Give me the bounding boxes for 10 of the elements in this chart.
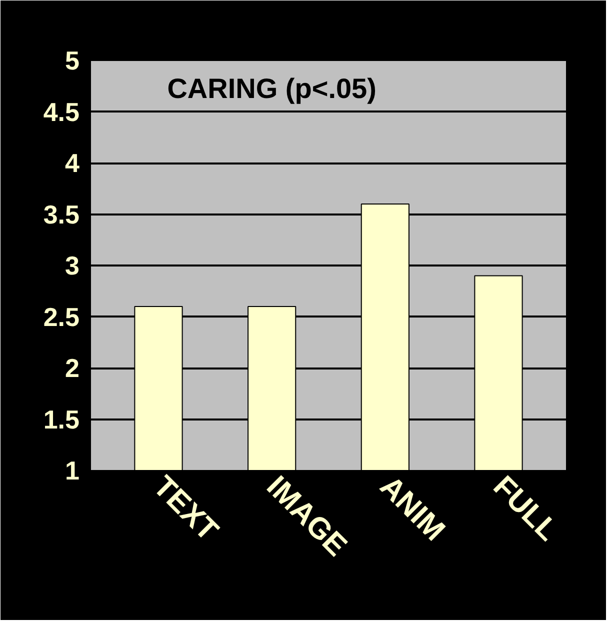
y-tick-label: 1 [65,456,80,486]
chart-title: CARING (p<.05) [167,72,376,104]
y-tick-label: 3 [65,250,80,280]
y-tick-label: 4.5 [43,96,80,127]
y-tick-label: 4 [65,148,80,178]
y-tick-label: 3.5 [43,199,80,230]
y-tick-label: 1.5 [43,404,80,434]
y-tick-label: 2 [65,353,80,383]
y-tick-label: 2.5 [43,302,80,332]
y-tick-label: 5 [65,46,80,76]
